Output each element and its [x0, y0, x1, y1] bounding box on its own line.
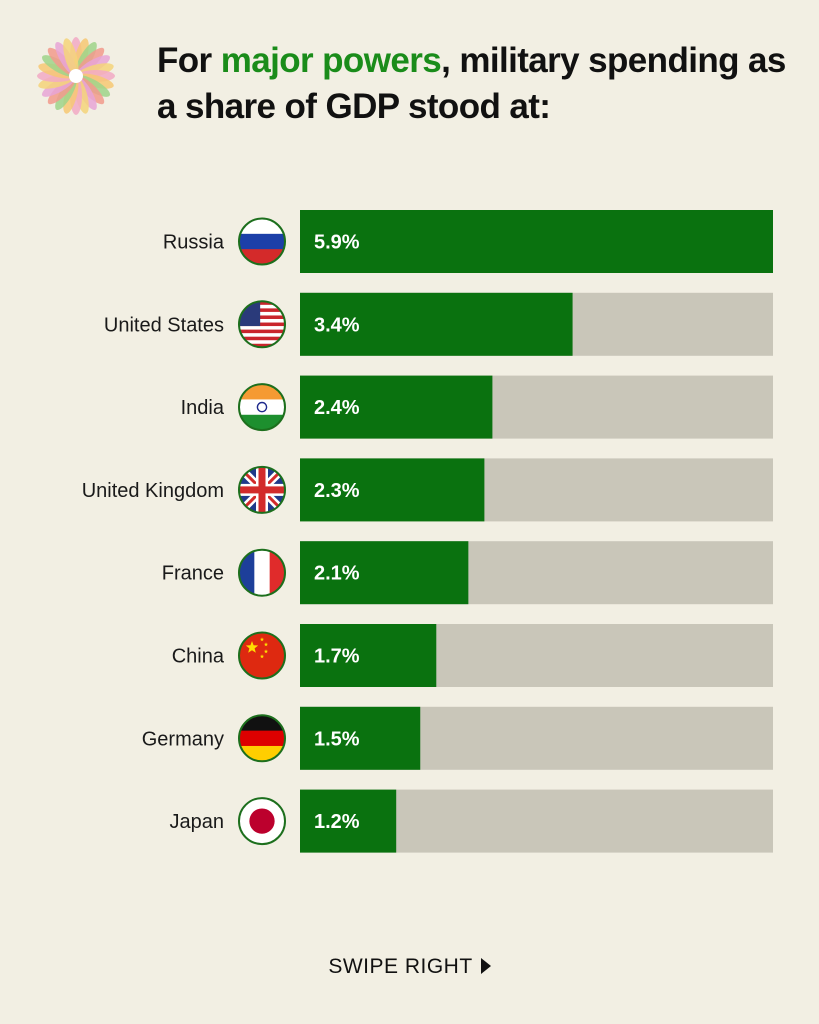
title-highlight: major powers — [220, 41, 442, 80]
flag-ring — [238, 714, 286, 763]
flag-ring — [238, 631, 286, 680]
title-text-after: , military spending as a share of GDP st… — [157, 41, 786, 126]
bar-united-kingdom — [300, 458, 485, 522]
title-text-before: For — [157, 41, 221, 80]
value-label: 2.4% — [314, 397, 360, 419]
flag-ring — [238, 300, 286, 349]
bar-row: 2.4% India — [181, 375, 773, 439]
flag-fill — [239, 798, 285, 845]
category-label: Japan — [170, 811, 225, 833]
flag-ring — [238, 465, 286, 514]
china-flag-icon — [238, 631, 286, 680]
flag-fill — [239, 632, 285, 679]
category-label: France — [162, 563, 224, 585]
flag-ring — [238, 383, 286, 432]
logo-petal — [63, 38, 79, 76]
bar-row: 1.7% China — [172, 624, 773, 687]
swipe-right-button[interactable]: SWIPE RIGHT — [0, 955, 819, 979]
bar-japan — [300, 789, 397, 853]
flower-logo-icon — [37, 37, 115, 115]
category-label: India — [181, 397, 225, 419]
category-label: Germany — [142, 728, 224, 750]
value-label: 5.9% — [314, 232, 360, 254]
logo-center — [69, 69, 83, 83]
value-label: 1.2% — [314, 811, 360, 833]
category-label: United Kingdom — [82, 480, 224, 502]
bar-row: 1.5% Germany — [142, 706, 773, 770]
swipe-right-label: SWIPE RIGHT — [328, 955, 473, 978]
flag-ring — [238, 797, 286, 846]
category-label: China — [172, 646, 225, 668]
bar-france — [300, 541, 469, 605]
page-title: For major powers, military spending as a… — [157, 38, 797, 130]
flag-fill — [239, 466, 285, 513]
bar-row: 2.3% United Kingdom — [82, 458, 773, 522]
germany-flag-icon — [238, 714, 286, 763]
play-arrow-icon — [480, 957, 491, 974]
bar-russia — [300, 210, 773, 273]
japan-flag-icon — [238, 797, 286, 846]
value-label: 1.5% — [314, 728, 360, 750]
bar-united-states — [300, 292, 573, 356]
bar-china — [300, 624, 437, 687]
flag-ring — [238, 217, 286, 266]
india-flag-icon — [238, 383, 286, 432]
russia-flag-icon — [238, 217, 286, 266]
value-label: 2.3% — [314, 480, 360, 502]
value-label: 2.1% — [314, 563, 360, 585]
category-label: United States — [104, 314, 224, 336]
value-label: 1.7% — [314, 646, 360, 668]
category-label: Russia — [163, 232, 225, 254]
bar-germany — [300, 706, 421, 770]
flag-ring — [238, 548, 286, 597]
bar-row: 5.9% Russia — [163, 210, 773, 273]
uk-flag-icon — [238, 465, 286, 514]
bar-row: 3.4% United States — [104, 292, 773, 356]
value-label: 3.4% — [314, 314, 360, 336]
france-flag-icon — [238, 548, 286, 597]
bar-row: 2.1% France — [162, 541, 773, 605]
usa-flag-icon — [238, 300, 286, 349]
bar-india — [300, 375, 493, 439]
bar-row: 1.2% Japan — [170, 789, 773, 853]
